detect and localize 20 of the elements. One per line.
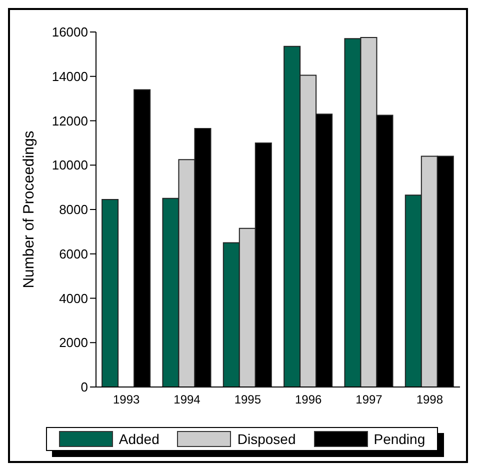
y-tick-label: 0 (80, 380, 88, 395)
x-tick-label: 1997 (356, 392, 383, 407)
bar (102, 199, 119, 387)
y-axis-title: Number of Proceedings (20, 130, 38, 288)
x-tick-label: 1998 (416, 392, 444, 407)
x-tick-label: 1993 (112, 392, 140, 407)
y-tick-label: 8000 (59, 202, 88, 218)
x-tick-label: 1995 (234, 392, 262, 407)
y-tick-label: 2000 (59, 335, 88, 350)
legend-label: Disposed (237, 431, 296, 447)
y-tick-label: 14000 (52, 68, 88, 84)
y-tick-label: 4000 (59, 290, 88, 306)
x-tick-label: 1994 (174, 392, 201, 407)
y-tick-label: 12000 (52, 113, 88, 128)
y-tick-label: 16000 (52, 24, 88, 40)
x-tick-label: 1996 (294, 392, 322, 407)
legend-label: Pending (374, 431, 426, 447)
y-tick-label: 10000 (52, 158, 88, 173)
legend-label: Added (118, 431, 160, 447)
y-tick-label: 6000 (59, 246, 88, 262)
